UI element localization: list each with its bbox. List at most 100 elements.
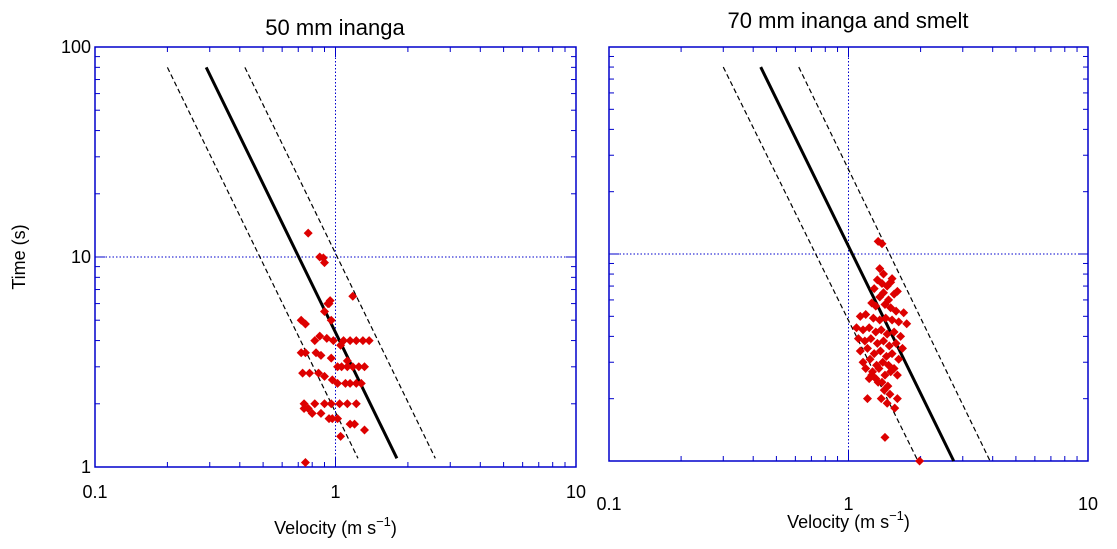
y-tick-label: 100 — [61, 37, 91, 57]
data-point — [885, 389, 895, 399]
x-tick-label: 1 — [843, 494, 853, 514]
data-point — [884, 341, 894, 351]
data-point — [348, 362, 358, 372]
data-point — [319, 307, 329, 317]
data-point — [867, 370, 877, 380]
data-point — [882, 329, 892, 339]
panel-70mm-inanga-smelt: 0.1 1 10 70 mm inanga and smelt Velocity (m … — [596, 8, 1098, 532]
data-point — [876, 394, 886, 404]
data-point — [880, 370, 890, 380]
data-point — [333, 378, 343, 388]
data-point — [356, 378, 366, 388]
data-point — [354, 362, 364, 372]
data-point — [887, 315, 897, 325]
data-point — [879, 385, 889, 395]
data-point — [342, 399, 352, 409]
data-point — [310, 336, 320, 346]
data-point — [882, 398, 892, 408]
data-point — [325, 296, 335, 306]
data-point — [303, 403, 313, 413]
data-point — [868, 313, 878, 323]
data-point — [345, 336, 355, 346]
chart-title: 50 mm inanga — [265, 15, 405, 40]
data-point — [878, 336, 888, 346]
data-point — [894, 317, 904, 327]
data-point — [874, 363, 884, 373]
data-point — [875, 346, 885, 356]
data-point — [896, 331, 906, 341]
data-point — [862, 343, 872, 353]
data-point — [350, 419, 360, 429]
data-point — [865, 354, 875, 364]
data-point — [326, 353, 336, 363]
data-point — [902, 319, 912, 329]
data-point — [364, 336, 374, 346]
data-point — [340, 378, 350, 388]
scatter-points — [296, 228, 374, 468]
data-point — [319, 371, 329, 381]
data-point — [876, 325, 886, 335]
data-point — [335, 399, 345, 409]
data-point — [351, 336, 361, 346]
data-point — [880, 432, 890, 442]
data-point — [855, 346, 865, 356]
data-point — [300, 319, 310, 329]
data-point — [342, 356, 352, 366]
data-point — [862, 394, 872, 404]
fit-line — [204, 66, 399, 459]
data-point — [359, 425, 369, 435]
data-point — [348, 291, 358, 301]
lower-bound-line — [166, 67, 359, 459]
data-point — [894, 354, 904, 364]
data-point — [351, 399, 361, 409]
data-point — [866, 334, 876, 344]
upper-bound-line — [798, 66, 991, 462]
x-tick-label: 0.1 — [82, 482, 107, 502]
data-point — [303, 228, 313, 238]
data-point — [873, 377, 883, 387]
x-tick-label: 10 — [566, 482, 586, 502]
data-point — [864, 323, 874, 333]
data-point — [861, 310, 871, 320]
data-point — [877, 239, 887, 249]
data-point — [871, 301, 881, 311]
data-point — [869, 284, 879, 294]
data-point — [891, 306, 901, 316]
data-point — [887, 349, 897, 359]
tick-marks — [608, 46, 1089, 462]
data-point — [328, 336, 338, 346]
tick-marks — [94, 46, 577, 468]
data-point — [315, 331, 325, 341]
x-axis-label: Velocity (m s−1) — [787, 508, 910, 532]
data-point — [319, 399, 329, 409]
data-point — [316, 350, 326, 360]
data-point — [892, 286, 902, 296]
data-point — [333, 414, 343, 424]
panel-50mm-inanga: 0.1 1 10 1 10 100 50 mm inanga Velocity (m s−1)… — [9, 15, 586, 538]
data-point — [336, 431, 346, 441]
data-point — [326, 399, 336, 409]
y-tick-label: 10 — [71, 247, 91, 267]
data-point — [875, 264, 885, 274]
y-tick-label: 1 — [81, 457, 91, 477]
fit-line — [759, 66, 956, 462]
data-point — [897, 343, 907, 353]
data-point — [326, 315, 336, 325]
scatter-points — [852, 236, 925, 466]
x-tick-label: 0.1 — [596, 494, 621, 514]
data-point — [351, 378, 361, 388]
y-axis-label: Time (s) — [9, 224, 29, 289]
lower-bound-line — [722, 66, 919, 462]
data-point — [889, 327, 899, 337]
x-axis-label: Velocity (m s−1) — [274, 514, 397, 538]
upper-bound-line — [244, 67, 436, 459]
data-point — [337, 362, 347, 372]
data-point — [319, 258, 329, 268]
x-tick-label: 1 — [330, 482, 340, 502]
data-point — [342, 362, 352, 372]
data-point — [327, 414, 337, 424]
data-point — [861, 363, 871, 373]
data-point — [875, 292, 885, 302]
data-point — [899, 308, 909, 318]
